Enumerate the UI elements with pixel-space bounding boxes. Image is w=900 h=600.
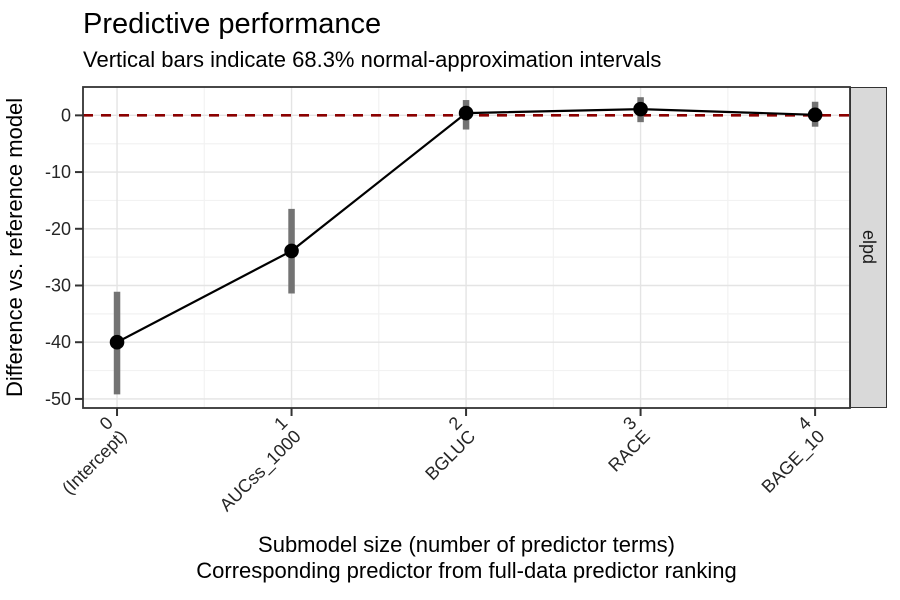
data-point	[807, 107, 823, 123]
data-point	[284, 243, 299, 259]
y-tick-label: -20	[45, 219, 71, 239]
y-tick-labels: 0 -10 -20 -30 -40 -50	[45, 105, 71, 409]
x-tick-labels: 0(Intercept) 1AUCss_1000 2BGLUC 3RACE 4BAGE_…	[45, 413, 829, 516]
y-tick-label: -40	[45, 332, 71, 352]
data-point	[458, 105, 474, 121]
svg-text:4BAGE_10: 4BAGE_10	[744, 413, 829, 498]
svg-text:3RACE: 3RACE	[591, 413, 654, 476]
facet-strip-label: elpd	[859, 230, 879, 265]
svg-text:2BGLUC: 2BGLUC	[408, 413, 479, 484]
x-tick-label: 0(Intercept)	[45, 413, 131, 499]
facet-strip: elpd	[850, 87, 887, 408]
x-tick-label: 4BAGE_10	[744, 413, 829, 498]
x-tick-label: 2BGLUC	[408, 413, 479, 484]
chart-subtitle: Vertical bars indicate 68.3% normal-appr…	[83, 47, 662, 72]
svg-text:0(Intercept): 0(Intercept)	[45, 413, 131, 499]
chart-title: Predictive performance	[83, 8, 382, 40]
x-axis-title-line1: Submodel size (number of predictor terms…	[258, 532, 675, 557]
axis-ticks	[75, 114, 817, 416]
data-point	[109, 334, 125, 350]
y-tick-label: 0	[61, 105, 71, 125]
y-tick-label: -50	[45, 389, 71, 409]
x-tick-label: 3RACE	[591, 413, 654, 476]
x-tick-label: 1AUCss_1000	[202, 413, 306, 516]
y-tick-label: -30	[45, 275, 71, 295]
data-point	[633, 101, 648, 117]
series-points	[109, 101, 823, 350]
x-axis-title-line2: Corresponding predictor from full-data p…	[196, 558, 737, 583]
y-tick-label: -10	[45, 162, 71, 182]
svg-text:1AUCss_1000: 1AUCss_1000	[202, 413, 305, 516]
